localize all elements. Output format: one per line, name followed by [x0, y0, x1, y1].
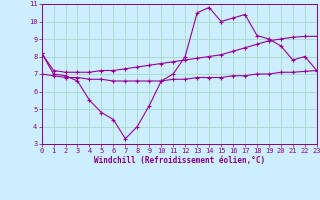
X-axis label: Windchill (Refroidissement éolien,°C): Windchill (Refroidissement éolien,°C) — [94, 156, 265, 165]
